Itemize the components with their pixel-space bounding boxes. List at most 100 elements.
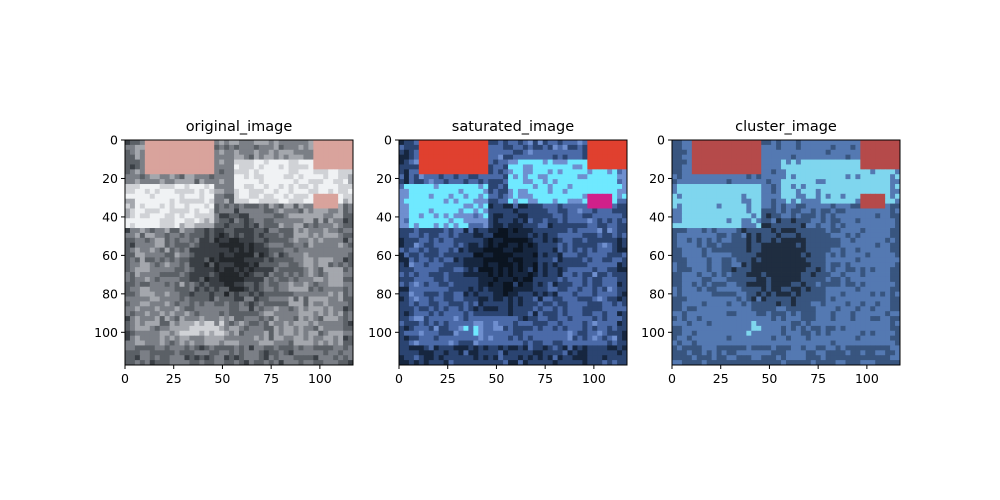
pixel-cell (263, 320, 270, 327)
pixel-cell (890, 164, 896, 170)
pixel-cell (199, 340, 205, 346)
pixel-cell (672, 184, 678, 190)
pixel-cell (239, 311, 245, 317)
pixel-cell (498, 301, 504, 307)
pixel-cell (488, 360, 494, 366)
pixel-cell (423, 169, 430, 175)
pixel-cell (179, 213, 185, 219)
pixel-cell (562, 355, 568, 361)
pixel-cell (448, 345, 454, 351)
pixel-cell (248, 301, 255, 307)
pixel-cell (129, 184, 136, 190)
pixel-cell (786, 169, 792, 175)
pixel-cell (880, 149, 886, 156)
pixel-cell (562, 174, 568, 180)
pixel-cell (333, 296, 339, 302)
pixel-cell (547, 272, 554, 278)
pixel-cell (622, 335, 628, 341)
pixel-cell (592, 188, 598, 195)
pixel-cell (129, 311, 136, 317)
pixel-cell (602, 320, 608, 327)
pixel-cell (800, 144, 807, 151)
pixel-cell (577, 218, 583, 224)
pixel-cell (144, 350, 151, 356)
pixel-cell (199, 164, 205, 170)
pixel-cell (443, 281, 449, 288)
pixel-cell (293, 198, 299, 204)
pixel-cell (149, 267, 156, 273)
pixel-cell (567, 257, 573, 263)
pixel-cell (890, 188, 896, 195)
pixel-cell (895, 188, 901, 195)
pixel-cell (159, 223, 166, 229)
pixel-cell (766, 149, 772, 156)
pixel-cell (413, 164, 420, 170)
pixel-cell (473, 306, 479, 312)
pixel-cell (413, 296, 420, 302)
pixel-cell (169, 257, 175, 263)
pixel-cell (547, 164, 554, 170)
pixel-cell (268, 267, 275, 273)
pixel-cell (293, 272, 299, 278)
pixel-cell (313, 306, 319, 312)
pixel-cell (537, 228, 544, 234)
pixel-cell (214, 355, 220, 361)
pixel-cell (323, 325, 329, 332)
pixel-cell (562, 296, 568, 302)
pixel-cell (612, 169, 618, 175)
pixel-cell (855, 159, 861, 165)
pixel-cell (517, 179, 524, 185)
pixel-cell (880, 193, 886, 200)
pixel-cell (298, 350, 304, 356)
pixel-cell (248, 335, 255, 341)
pixel-cell (736, 174, 742, 180)
pixel-cell (318, 257, 324, 263)
pixel-cell (810, 164, 817, 170)
pixel-cell (686, 140, 693, 146)
pixel-cell (597, 340, 603, 346)
pixel-cell (726, 174, 732, 180)
pixel-cell (248, 179, 255, 185)
pixel-cell (328, 272, 334, 278)
pixel-cell (602, 213, 608, 219)
pixel-cell (139, 301, 146, 307)
pixel-cell (805, 198, 812, 204)
pixel-cell (607, 228, 613, 234)
pixel-cell (557, 316, 563, 322)
pixel-cell (458, 286, 464, 293)
pixel-cell (134, 213, 141, 219)
pixel-cell (468, 252, 474, 258)
pixel-cell (478, 311, 484, 317)
pixel-cell (194, 301, 200, 307)
pixel-cell (895, 154, 901, 160)
pixel-cell (488, 291, 494, 297)
pixel-cell (224, 208, 230, 214)
pixel-cell (338, 345, 344, 351)
pixel-cell (418, 213, 425, 219)
pixel-cell (328, 179, 334, 185)
pixel-cell (308, 281, 314, 288)
pixel-cell (488, 232, 494, 239)
pixel-cell (229, 306, 235, 312)
pixel-cell (333, 179, 339, 185)
pixel-cell (278, 213, 285, 219)
pixel-cell (676, 203, 683, 209)
pixel-cell (582, 237, 588, 244)
pixel-cell (328, 184, 334, 190)
pixel-cell (790, 179, 797, 185)
pixel-cell (448, 208, 454, 214)
pixel-cell (303, 218, 309, 224)
pixel-cell (224, 203, 230, 209)
pixel-cell (219, 350, 225, 356)
pixel-cell (567, 355, 573, 361)
pixel-cell (125, 179, 131, 185)
pixel-cell (149, 203, 156, 209)
pixel-cell (204, 335, 210, 341)
pixel-cell (532, 179, 539, 185)
pixel-cell (139, 311, 146, 317)
image-cluster (672, 140, 901, 366)
pixel-cell (273, 257, 280, 263)
pixel-cell (800, 208, 807, 214)
pixel-cell (567, 345, 573, 351)
pixel-cell (513, 169, 519, 175)
